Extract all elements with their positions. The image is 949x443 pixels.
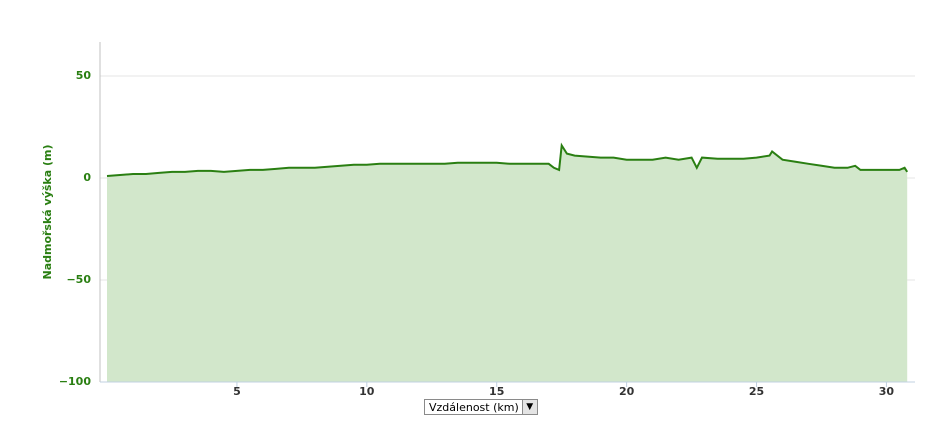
x-tick-label: 15	[489, 385, 504, 398]
x-tick-label: 25	[749, 385, 764, 398]
y-tick-label: −50	[66, 273, 91, 286]
x-tick-label: 20	[619, 385, 635, 398]
y-tick-label: 50	[76, 69, 92, 82]
dropdown-arrow[interactable]: ▼	[521, 400, 537, 414]
x-tick-label: 10	[359, 385, 375, 398]
x-tick-label: 30	[879, 385, 895, 398]
x-axis-select[interactable]: Vzdálenost (km) ▼	[424, 399, 538, 415]
area-fill	[107, 145, 908, 382]
line	[106, 142, 909, 177]
x-axis-label: Vzdálenost (km)	[429, 400, 519, 414]
y-tick-label: 0	[83, 171, 91, 184]
y-tick-label: −100	[59, 375, 92, 388]
x-tick-label: 5	[233, 385, 241, 398]
y-axis-label: Nadmořská výška (m)	[41, 144, 54, 279]
